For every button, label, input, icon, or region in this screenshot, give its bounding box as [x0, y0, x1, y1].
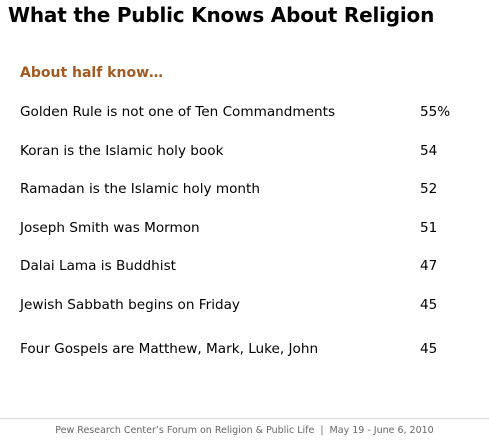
footer: Pew Research Center’s Forum on Religion … — [0, 425, 489, 436]
source: Pew Research Center’s Forum on Religion … — [55, 425, 315, 436]
row-label: Dalai Lama is Buddhist — [20, 258, 176, 274]
title: What the Public Knows About Religion — [8, 3, 435, 27]
row-label: Ramadan is the Islamic holy month — [20, 181, 260, 197]
row-label: Koran is the Islamic holy book — [20, 143, 224, 159]
row-label: Joseph Smith was Mormon — [20, 220, 200, 236]
row-label: Jewish Sabbath begins on Friday — [20, 297, 240, 313]
row-value: 54 — [420, 143, 438, 159]
row-value: 51 — [420, 220, 438, 236]
row-value: 45 — [420, 341, 438, 357]
date: May 19 - June 6, 2010 — [329, 425, 434, 436]
row-value: 55% — [420, 104, 451, 120]
separator: | — [320, 425, 324, 436]
row-value: 47 — [420, 258, 438, 274]
divider — [0, 418, 489, 419]
row-value: 52 — [420, 181, 438, 197]
row-label: Golden Rule is not one of Ten Commandmen… — [20, 104, 336, 120]
row-label: Four Gospels are Matthew, Mark, Luke, Jo… — [20, 341, 319, 357]
row-value: 45 — [420, 297, 438, 313]
subtitle: About half know… — [20, 65, 164, 81]
